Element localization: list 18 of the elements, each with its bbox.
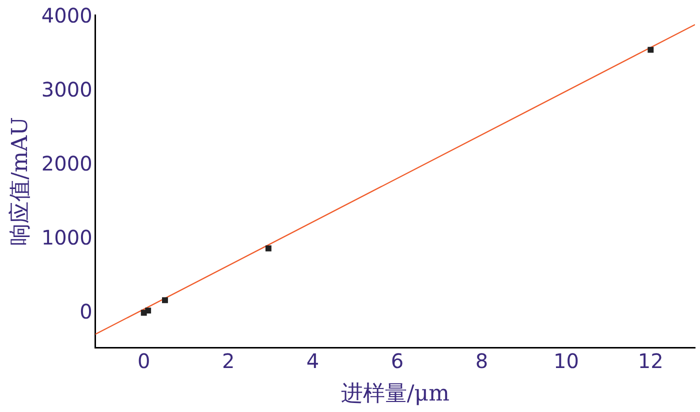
x-tick-label: 4 (306, 348, 320, 373)
x-tick-label: 12 (638, 348, 664, 373)
point (162, 297, 168, 304)
x-axis-title: 进样量/μm (340, 382, 450, 407)
x-tick-label: 0 (138, 348, 150, 373)
x-tick-label: 2 (222, 348, 235, 373)
x-tick-label: 6 (390, 348, 404, 373)
point (265, 245, 272, 252)
point (648, 46, 654, 53)
y-tick-label: 2000 (41, 152, 92, 176)
y-tick-label: 4000 (41, 3, 92, 28)
y-tick-label: 0 (80, 300, 92, 324)
x-tick-label: 10 (553, 348, 579, 373)
point (145, 308, 152, 314)
x-tick-label: 8 (475, 348, 488, 373)
y-tick-label: 1000 (41, 226, 92, 250)
y-axis-title: 响应值/mAU (8, 116, 33, 246)
y-tick-label: 3000 (41, 78, 92, 102)
